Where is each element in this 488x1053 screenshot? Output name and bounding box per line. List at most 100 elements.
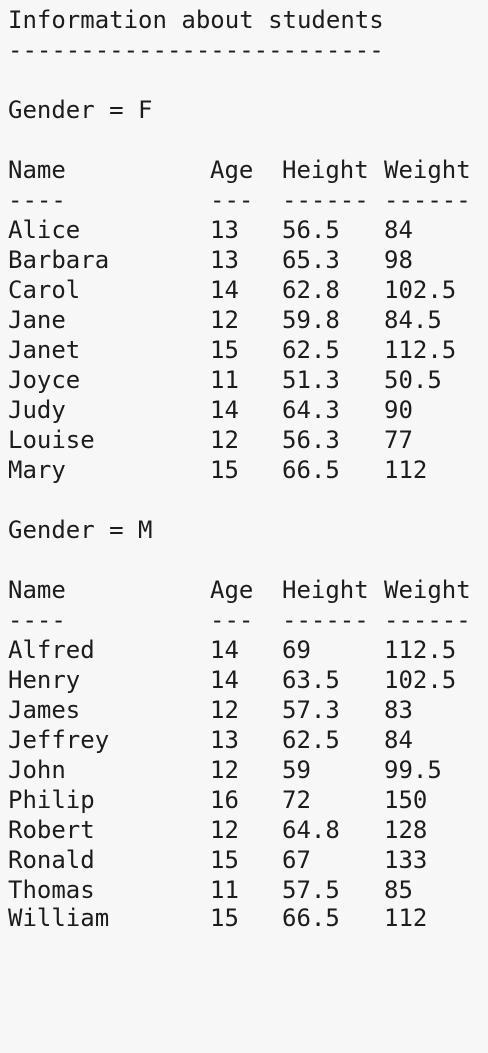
cell-name: Barbara <box>8 246 110 274</box>
table-row: James 12 57.3 83 <box>8 695 413 725</box>
cell-height: 62.8 <box>282 276 340 304</box>
cell-weight: 133 <box>384 846 428 874</box>
cell-height: 64.8 <box>282 816 340 844</box>
cell-name: James <box>8 696 81 724</box>
column-header-name: Name <box>8 156 66 184</box>
cell-height: 57.5 <box>282 876 340 904</box>
cell-height: 66.5 <box>282 904 340 932</box>
cell-height: 51.3 <box>282 366 340 394</box>
cell-weight: 102.5 <box>384 666 457 694</box>
cell-name: Alfred <box>8 636 95 664</box>
table-row: Alice 13 56.5 84 <box>8 215 413 245</box>
cell-weight: 99.5 <box>384 756 442 784</box>
cell-age: 15 <box>210 456 239 484</box>
table-row: Robert 12 64.8 128 <box>8 815 427 845</box>
table-row: Carol 14 62.8 102.5 <box>8 275 456 305</box>
cell-name: Joyce <box>8 366 81 394</box>
cell-height: 72 <box>282 786 311 814</box>
cell-height: 62.5 <box>282 726 340 754</box>
cell-height: 59 <box>282 756 311 784</box>
table-row: Alfred 14 69 112.5 <box>8 635 456 665</box>
column-header-name: Name <box>8 576 66 604</box>
cell-name: William <box>8 904 110 932</box>
table-row: Thomas 11 57.5 85 <box>8 875 413 905</box>
table-row: Judy 14 64.3 90 <box>8 395 413 425</box>
cell-weight: 50.5 <box>384 366 442 394</box>
cell-height: 59.8 <box>282 306 340 334</box>
cell-age: 11 <box>210 366 239 394</box>
table-row: Jane 12 59.8 84.5 <box>8 305 442 335</box>
cell-name: Jane <box>8 306 66 334</box>
cell-height: 66.5 <box>282 456 340 484</box>
cell-age: 14 <box>210 396 239 424</box>
rule-weight: ------ <box>384 186 471 214</box>
column-header-weight: Weight <box>384 576 471 604</box>
cell-name: Ronald <box>8 846 95 874</box>
cell-age: 13 <box>210 726 239 754</box>
column-header-weight: Weight <box>384 156 471 184</box>
cell-name: Henry <box>8 666 81 694</box>
column-header-age: Age <box>210 156 254 184</box>
cell-age: 12 <box>210 426 239 454</box>
cell-weight: 112.5 <box>384 336 457 364</box>
table-row: Janet 15 62.5 112.5 <box>8 335 456 365</box>
cell-age: 11 <box>210 876 239 904</box>
rule-name: ---- <box>8 186 66 214</box>
cell-weight: 77 <box>384 426 413 454</box>
cell-age: 14 <box>210 666 239 694</box>
title-rule: -------------------------- <box>8 36 384 64</box>
cell-name: Mary <box>8 456 66 484</box>
table-row: Henry 14 63.5 102.5 <box>8 665 456 695</box>
table-header: Name Age Height Weight <box>8 575 471 605</box>
cell-weight: 85 <box>384 876 413 904</box>
cell-name: Jeffrey <box>8 726 110 754</box>
cell-age: 15 <box>210 846 239 874</box>
cell-name: Thomas <box>8 876 95 904</box>
rule-weight: ------ <box>384 606 471 634</box>
cell-age: 12 <box>210 696 239 724</box>
cell-age: 15 <box>210 336 239 364</box>
table-row: Ronald 15 67 133 <box>8 845 427 875</box>
cell-weight: 84.5 <box>384 306 442 334</box>
cell-weight: 112.5 <box>384 636 457 664</box>
cell-weight: 128 <box>384 816 428 844</box>
cell-name: Louise <box>8 426 95 454</box>
table-row: Mary 15 66.5 112 <box>8 455 427 485</box>
table-row: Louise 12 56.3 77 <box>8 425 413 455</box>
cell-age: 13 <box>210 246 239 274</box>
rule-name: ---- <box>8 606 66 634</box>
cell-name: Philip <box>8 786 95 814</box>
table-header: Name Age Height Weight <box>8 155 471 185</box>
column-header-height: Height <box>282 156 369 184</box>
cell-weight: 150 <box>384 786 428 814</box>
cell-height: 65.3 <box>282 246 340 274</box>
cell-name: Carol <box>8 276 81 304</box>
table-row: Joyce 11 51.3 50.5 <box>8 365 442 395</box>
cell-weight: 112 <box>384 456 428 484</box>
rule-height: ------ <box>282 606 369 634</box>
cell-height: 56.3 <box>282 426 340 454</box>
cell-name: Robert <box>8 816 95 844</box>
column-header-age: Age <box>210 576 254 604</box>
table-row: John 12 59 99.5 <box>8 755 442 785</box>
report-page: { "report": { "title": "Information abou… <box>8 6 471 932</box>
cell-age: 16 <box>210 786 239 814</box>
cell-height: 64.3 <box>282 396 340 424</box>
cell-weight: 84 <box>384 216 413 244</box>
cell-weight: 112 <box>384 904 428 932</box>
cell-height: 67 <box>282 846 311 874</box>
rule-age: --- <box>210 186 254 214</box>
group-label: Gender = F <box>8 96 153 124</box>
cell-name: Judy <box>8 396 66 424</box>
rule-height: ------ <box>282 186 369 214</box>
cell-age: 14 <box>210 276 239 304</box>
cell-height: 69 <box>282 636 311 664</box>
table-row: Philip 16 72 150 <box>8 785 427 815</box>
cell-age: 12 <box>210 756 239 784</box>
group-label: Gender = M <box>8 516 153 544</box>
cell-name: John <box>8 756 66 784</box>
cell-age: 12 <box>210 816 239 844</box>
cell-weight: 98 <box>384 246 413 274</box>
cell-height: 63.5 <box>282 666 340 694</box>
cell-height: 57.3 <box>282 696 340 724</box>
